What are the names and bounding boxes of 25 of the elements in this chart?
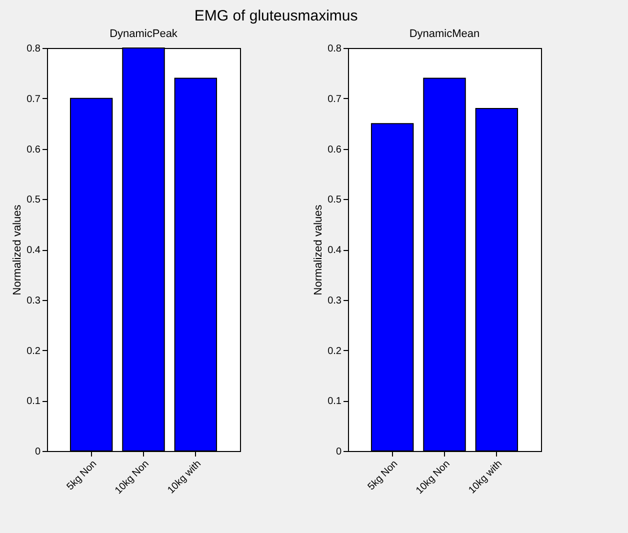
x-tick-label: 5kg Non (65, 458, 100, 493)
x-tick-label: 5kg Non (366, 458, 400, 493)
y-tick-label: 0.2 (328, 346, 342, 357)
y-tick-label: 0.6 (26, 144, 41, 156)
y-tick-label: 0.8 (26, 44, 41, 54)
y-tick-label: 0 (34, 446, 41, 458)
y-tick-label: 0.2 (26, 346, 41, 357)
y-tick-label: 0.4 (26, 245, 41, 256)
chart-title: DynamicMean (409, 28, 480, 40)
y-tick-label: 0.5 (26, 194, 41, 206)
y-tick-label: 0.8 (328, 44, 342, 54)
y-axis-title: Normalized values (312, 204, 325, 296)
y-tick-label: 0.3 (26, 295, 41, 306)
y-tick-label: 0.5 (328, 194, 342, 206)
chart-title: DynamicPeak (110, 28, 178, 40)
y-tick-label: 0.7 (26, 94, 41, 105)
text: EMG of gluteusmaximus (194, 8, 358, 24)
y-tick-label: 0.6 (328, 144, 342, 156)
y-tick-label: 0.1 (328, 396, 342, 408)
y-tick-label: 0.4 (328, 245, 342, 256)
y-tick-label: 0.1 (26, 396, 41, 408)
y-axis-title: Normalized values (12, 204, 24, 296)
y-tick-label: 0 (336, 446, 342, 458)
y-tick-label: 0.3 (328, 295, 342, 306)
y-tick-label: 0.7 (328, 94, 342, 105)
